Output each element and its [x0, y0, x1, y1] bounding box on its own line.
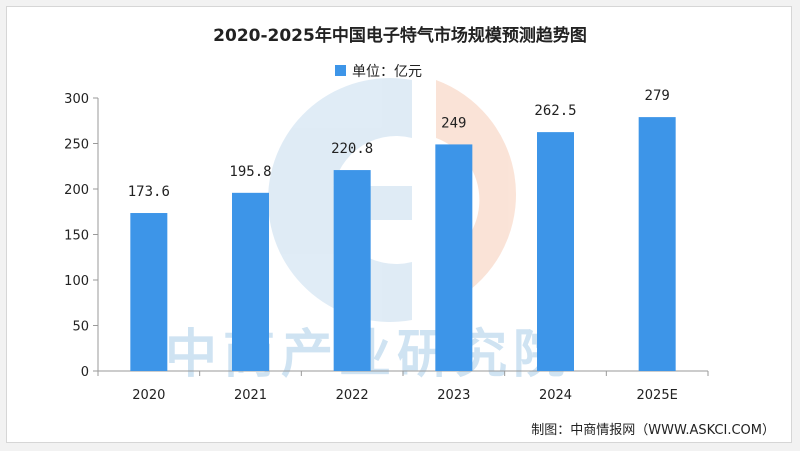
bar	[130, 213, 168, 371]
bar	[638, 117, 676, 371]
y-tick-label: 100	[64, 274, 89, 289]
y-tick-label: 0	[81, 365, 89, 380]
x-tick-label: 2023	[437, 388, 470, 403]
bar	[232, 192, 269, 371]
bars	[130, 117, 676, 371]
data-label: 279	[645, 88, 670, 104]
x-tick-label: 2024	[539, 388, 572, 403]
x-tick-label: 2020	[132, 388, 165, 403]
y-tick-label: 250	[64, 138, 89, 153]
bar	[435, 144, 473, 371]
y-tick-label: 300	[64, 92, 89, 107]
legend-swatch	[335, 65, 346, 76]
source-note: 制图：中商情报网（WWW.ASKCI.COM）	[531, 423, 775, 438]
y-tick-label: 200	[64, 183, 89, 198]
x-tick-label: 2022	[336, 388, 369, 403]
legend-label: 单位：亿元	[352, 64, 422, 80]
data-label: 173.6	[128, 184, 170, 200]
bar	[537, 132, 574, 371]
data-label: 249	[441, 115, 466, 131]
legend: 单位：亿元	[335, 64, 422, 80]
watermark-logo	[267, 77, 517, 323]
data-label: 262.5	[534, 103, 576, 119]
x-tick-label: 2025E	[637, 388, 678, 403]
data-label: 195.8	[229, 164, 271, 180]
data-label: 220.8	[331, 141, 373, 157]
y-tick-label: 150	[64, 229, 89, 244]
bar	[333, 170, 371, 371]
data-labels: 173.6 195.8 220.8 249 262.5 279	[128, 88, 670, 200]
axes: 0 50 100 150 200 250 300 2020 2021 2022 2023 2024 20…	[64, 92, 709, 403]
chart-title: 2020-2025年中国电子特气市场规模预测趋势图	[213, 25, 587, 46]
x-tick-label: 2021	[234, 388, 267, 403]
y-tick-label: 50	[72, 320, 89, 335]
